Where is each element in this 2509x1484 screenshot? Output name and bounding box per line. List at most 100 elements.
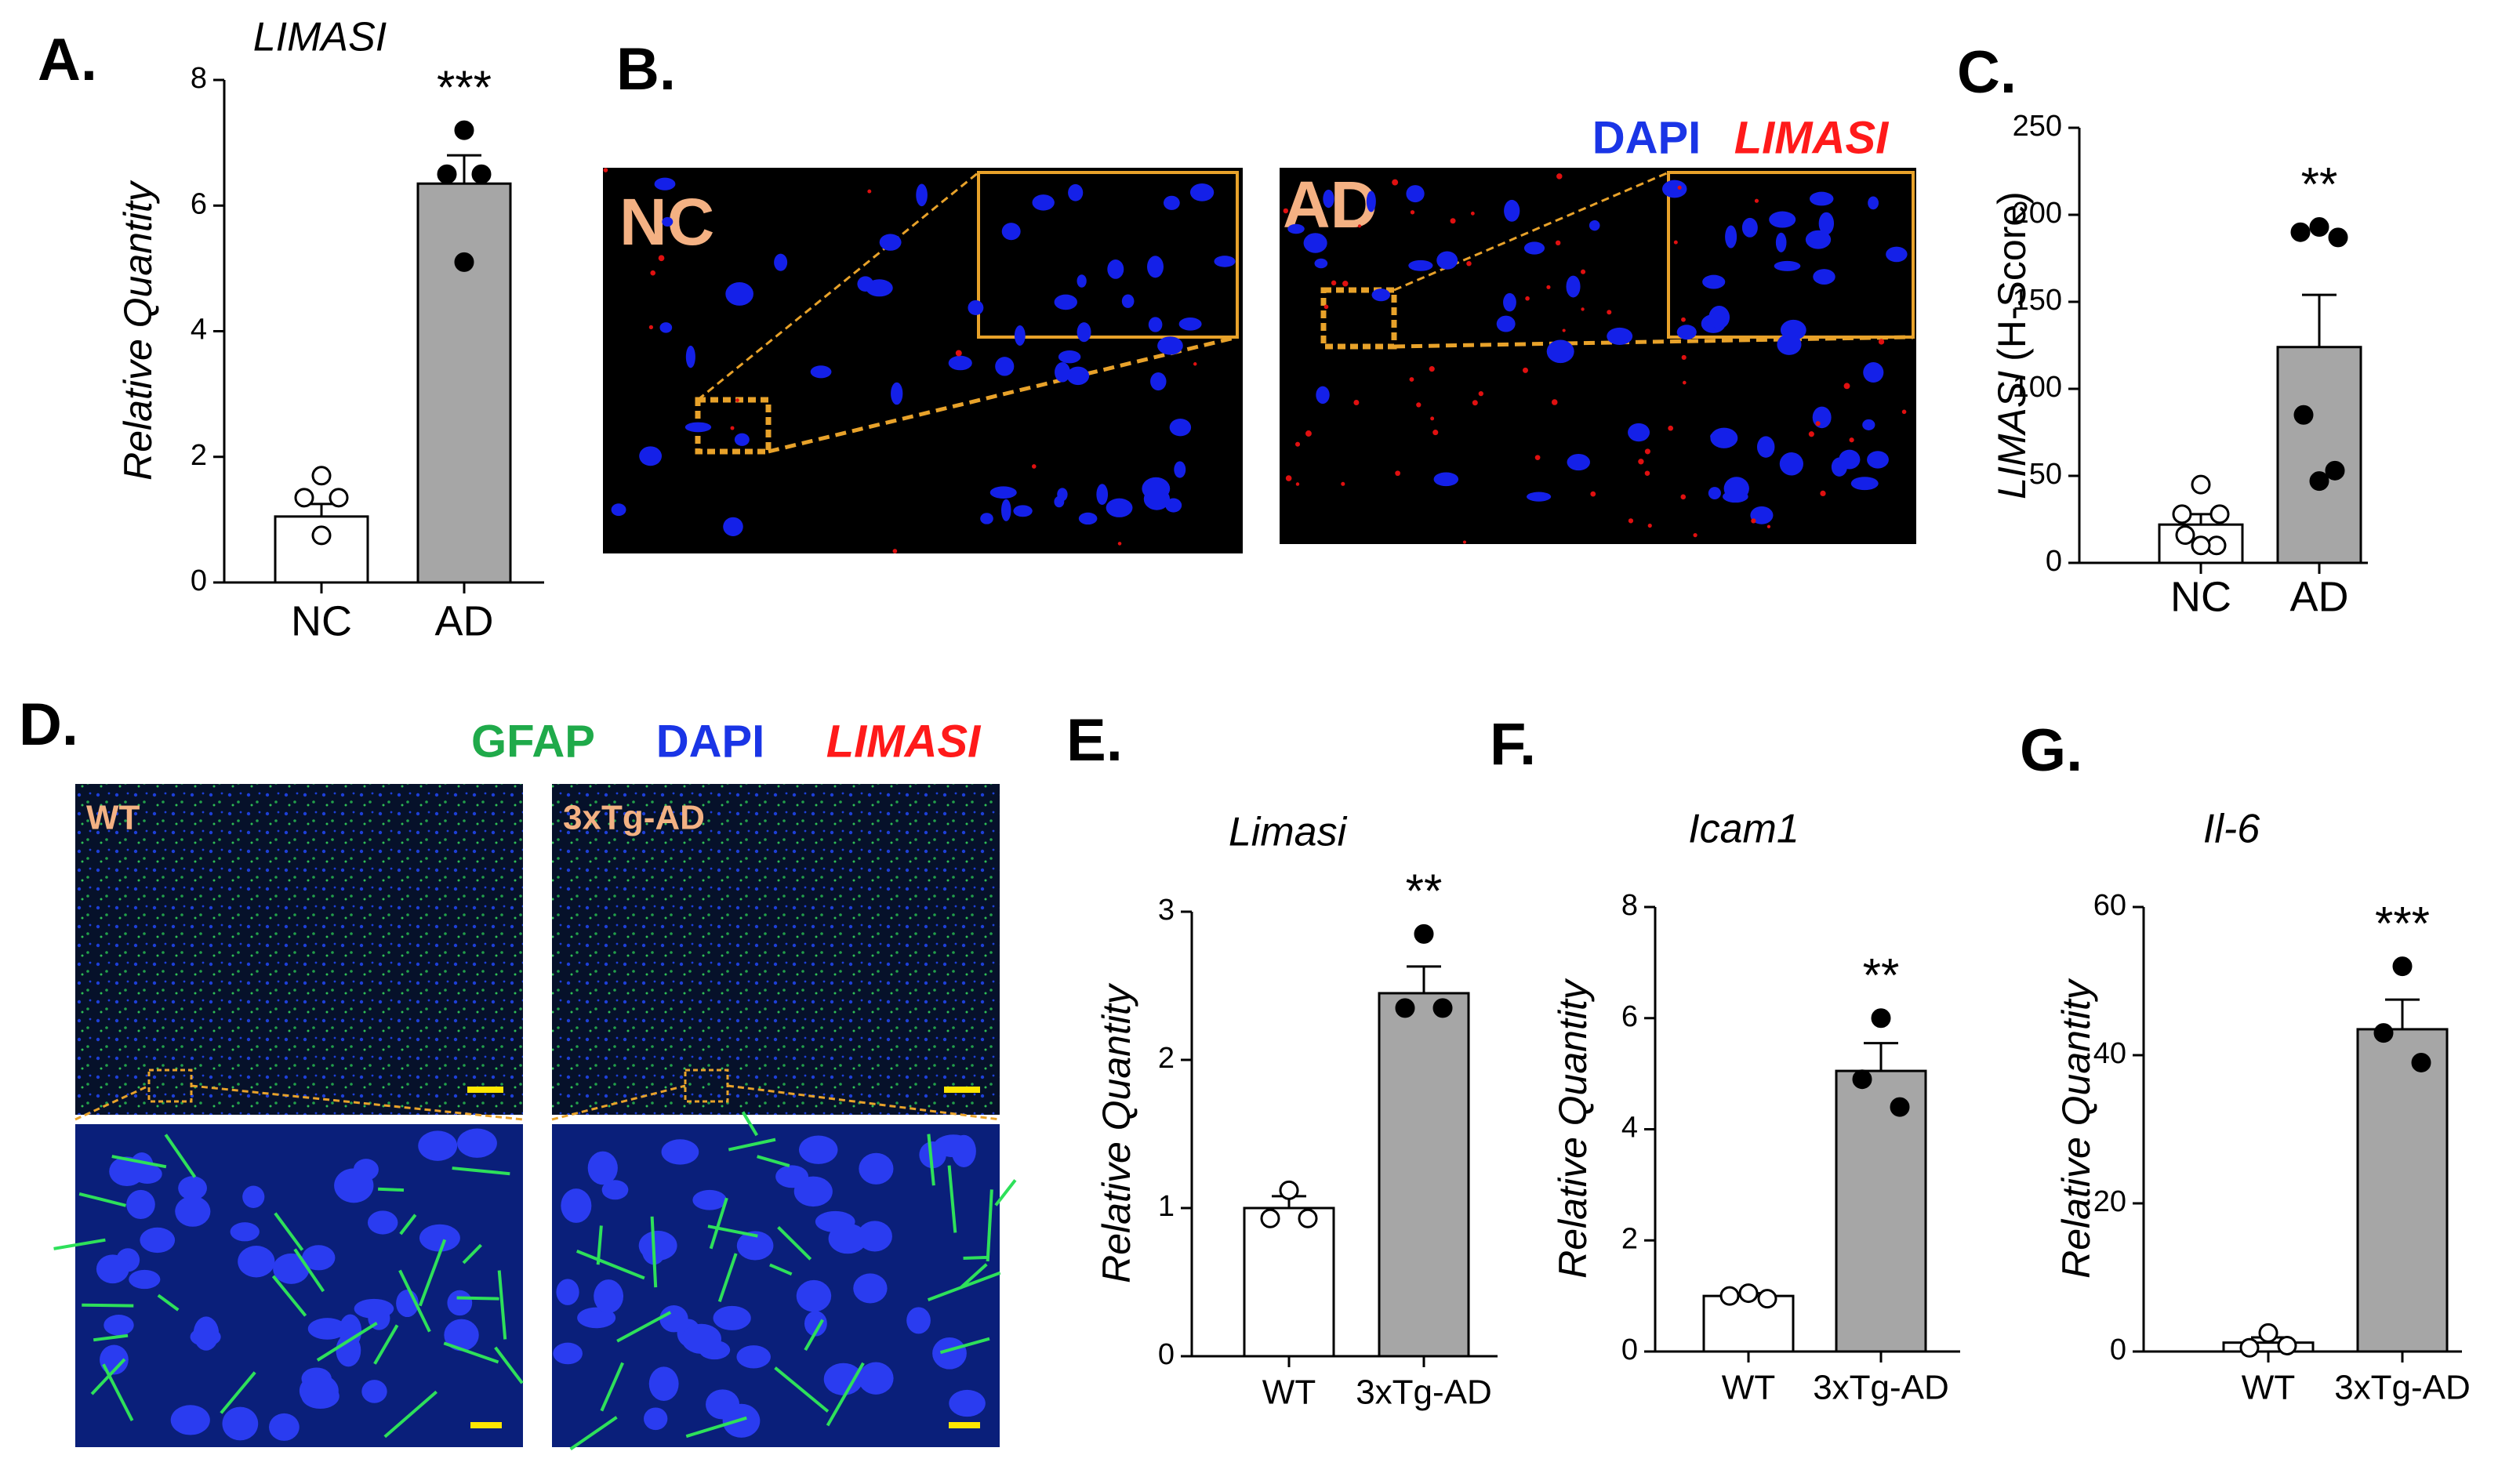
signal-dot — [1555, 240, 1561, 246]
y-tick-label: 6 — [1621, 1000, 1638, 1033]
nucleus — [1867, 451, 1889, 469]
astrocyte-process — [728, 1137, 776, 1152]
astrocyte-process — [600, 1362, 624, 1412]
nucleus — [126, 1189, 155, 1219]
nucleus — [587, 1151, 618, 1185]
nucleus — [659, 322, 673, 333]
y-tick-label: 8 — [191, 62, 207, 95]
nucleus — [1148, 317, 1163, 332]
nucleus — [1676, 325, 1697, 340]
nucleus — [828, 1223, 867, 1254]
nucleus — [1750, 506, 1774, 524]
bar-chart: E. Limasi Relative Quantity 0 1 2 3 WT 3xTg-AD ** — [1066, 707, 1498, 1412]
signal-dot — [1647, 523, 1652, 528]
y-tick-label: 150 — [2013, 284, 2062, 317]
y-tick-label: 200 — [2013, 197, 2062, 230]
astrocyte-process — [293, 1248, 325, 1293]
scale-bar — [467, 1087, 503, 1093]
nucleus — [1055, 362, 1070, 383]
nucleus — [1702, 274, 1726, 289]
nucleus — [1001, 499, 1011, 521]
signal-dot — [1395, 470, 1400, 477]
panel-letter: E. — [1066, 707, 1123, 774]
y-tick-label: 0 — [1158, 1338, 1175, 1371]
nucleus — [1607, 327, 1633, 346]
signal-dot — [1470, 211, 1475, 216]
nucleus — [685, 345, 695, 368]
nucleus — [804, 1311, 827, 1337]
nucleus — [1058, 350, 1081, 364]
nucleus — [1078, 512, 1098, 525]
nucleus — [170, 1405, 210, 1435]
nucleus — [648, 1366, 679, 1402]
nucleus — [1032, 194, 1055, 211]
signal-dot — [1031, 464, 1037, 469]
nucleus — [178, 1176, 207, 1200]
nucleus — [1812, 406, 1832, 429]
signal-dot — [1546, 285, 1551, 289]
nucleus — [1366, 190, 1376, 212]
bar-chart: F. Icam1 Relative Quantity 0 2 4 6 8 WT 3xTg-AD ** — [1490, 711, 1960, 1407]
nucleus — [1106, 498, 1133, 517]
astrocyte-process — [443, 1341, 499, 1364]
data-point — [1757, 1289, 1777, 1309]
nucleus — [447, 1290, 473, 1316]
inset — [1667, 171, 1915, 339]
nucleus — [1323, 189, 1334, 209]
signal-dot — [1581, 307, 1585, 311]
signal-dot — [1450, 218, 1456, 224]
y-tick-label: 0 — [191, 564, 207, 597]
signal-dot — [1751, 518, 1756, 524]
nucleus — [980, 513, 993, 524]
legend-dapi: DAPI — [1592, 112, 1701, 163]
data-point — [311, 525, 332, 546]
nucleus — [96, 1254, 129, 1284]
significance-label: ** — [1863, 949, 1900, 1002]
panel-letter: F. — [1490, 711, 1536, 778]
astrocyte-process — [769, 1263, 793, 1276]
nucleus — [353, 1159, 379, 1181]
nucleus — [611, 503, 626, 517]
nucleus — [1014, 325, 1026, 346]
y-tick-label: 40 — [2093, 1037, 2126, 1070]
data-point — [1871, 1008, 1891, 1029]
data-point — [2392, 956, 2413, 977]
nucleus — [725, 281, 753, 306]
nucleus — [561, 1188, 592, 1223]
nucleus — [681, 1323, 721, 1354]
x-tick-label: 3xTg-AD — [2334, 1369, 2471, 1407]
astrocyte-process — [271, 1275, 307, 1317]
nucleus — [853, 1273, 888, 1304]
nucleus — [1523, 241, 1545, 255]
nucleus — [906, 1307, 931, 1334]
astrocyte-process — [462, 1243, 482, 1264]
signal-dot — [1342, 280, 1349, 287]
scale-bar — [949, 1422, 980, 1428]
data-point — [2258, 1323, 2278, 1343]
nucleus — [419, 1224, 460, 1252]
panel-letter: A. — [38, 27, 97, 93]
nucleus — [644, 1407, 668, 1431]
data-point — [2293, 405, 2314, 425]
nucleus — [1862, 419, 1875, 430]
nucleus — [713, 1305, 751, 1330]
x-tick-label: AD — [434, 597, 493, 644]
nucleus — [1150, 372, 1167, 391]
signal-dot — [1815, 421, 1821, 426]
nucleus — [1068, 183, 1084, 201]
nucleus — [418, 1130, 458, 1161]
signal-dot — [1677, 185, 1682, 190]
nucleus — [662, 216, 674, 227]
astrocyte-process — [777, 1226, 812, 1261]
nucleus — [1214, 256, 1236, 267]
signal-dot — [1607, 310, 1612, 315]
signal-dot — [603, 168, 608, 172]
nucleus — [774, 253, 788, 271]
nucleus — [1810, 191, 1834, 206]
nucleus — [989, 486, 1017, 499]
nucleus — [857, 276, 874, 292]
signal-dot — [1551, 399, 1558, 405]
data-point — [454, 252, 474, 272]
nucleus — [1013, 505, 1033, 517]
signal-dot — [1590, 491, 1596, 497]
